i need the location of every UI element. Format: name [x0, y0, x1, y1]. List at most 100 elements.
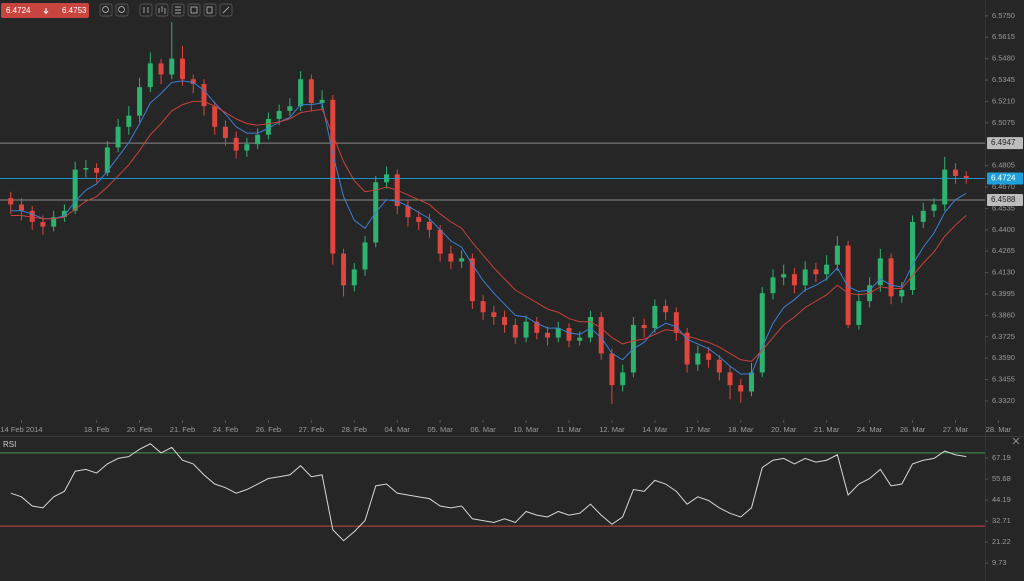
- candle-body: [491, 312, 497, 317]
- candle-body: [738, 385, 744, 392]
- y-tick-label: 6.4670: [992, 182, 1015, 191]
- candle-body: [459, 258, 465, 262]
- close-indicator-button[interactable]: [1012, 437, 1020, 445]
- draw-button[interactable]: [219, 3, 233, 17]
- candle-body: [341, 253, 347, 286]
- candle-body: [8, 198, 14, 205]
- quote-box[interactable]: [1, 3, 89, 18]
- x-tick-label: 18. Feb: [84, 425, 109, 434]
- zoom-out-icon: [102, 6, 109, 13]
- candle-body: [834, 245, 840, 265]
- candle-body: [287, 106, 293, 111]
- candle-body: [791, 274, 797, 286]
- x-tick-label: 17. Mar: [685, 425, 711, 434]
- period-icon: [143, 7, 149, 13]
- zoom-out-button[interactable]: [99, 3, 113, 17]
- last-price-box: [987, 172, 1023, 185]
- candle-body: [18, 204, 24, 211]
- candle-body: [845, 245, 851, 325]
- x-tick-label: 04. Mar: [385, 425, 411, 434]
- x-tick-label: 18. Mar: [728, 425, 754, 434]
- candle-body: [405, 206, 411, 218]
- y-tick-label: 6.5480: [992, 54, 1015, 63]
- candle-body: [469, 258, 475, 302]
- level-label: 6.4947: [991, 138, 1016, 147]
- y-tick-label: 44.19: [992, 495, 1011, 504]
- x-tick-label: 28. Feb: [342, 425, 367, 434]
- rsi-line: [10, 443, 967, 542]
- candle-body: [416, 217, 422, 222]
- x-tick-label: 21. Mar: [814, 425, 840, 434]
- toolbar: 6.4724 6.4753: [1, 3, 233, 18]
- y-tick-label: 6.3455: [992, 375, 1015, 384]
- templates-button[interactable]: [187, 3, 201, 17]
- x-tick-label: 20. Feb: [127, 425, 152, 434]
- candle-body: [598, 316, 604, 354]
- candle-body: [351, 269, 357, 286]
- candle-body: [963, 175, 969, 179]
- candle-body: [770, 277, 776, 294]
- candle-body: [61, 210, 67, 218]
- candle-body: [502, 316, 508, 325]
- y-tick-label: 6.5750: [992, 11, 1015, 20]
- y-tick-label: 6.3995: [992, 289, 1015, 298]
- period-button[interactable]: [139, 3, 153, 17]
- candle-body: [276, 110, 282, 119]
- last-price-label: 6.4724: [991, 174, 1016, 183]
- x-tick-label: 27. Mar: [943, 425, 969, 434]
- zoom-in-button[interactable]: [115, 3, 129, 17]
- chart-type-button[interactable]: [155, 3, 169, 17]
- candle-body: [748, 372, 754, 392]
- moving-average-line: [10, 80, 967, 375]
- candle-body: [545, 332, 551, 338]
- candle-body: [663, 305, 669, 313]
- candle-body: [802, 269, 808, 286]
- candle-body: [587, 316, 593, 338]
- candle-body: [115, 126, 121, 148]
- x-tick-label: 06. Mar: [470, 425, 496, 434]
- candle-body: [555, 328, 561, 338]
- y-tick-label: 9.73: [992, 558, 1007, 567]
- candle-body: [147, 63, 153, 88]
- candle-body: [931, 204, 937, 211]
- indicators-button[interactable]: [171, 3, 185, 17]
- y-tick-label: 6.5615: [992, 32, 1015, 41]
- zoom-in-icon: [118, 6, 125, 13]
- candle-body: [51, 217, 57, 227]
- ask-price: 6.4753: [62, 6, 87, 15]
- y-tick-label: 6.5075: [992, 118, 1015, 127]
- candle-body: [126, 115, 132, 127]
- y-tick-label: 6.4535: [992, 203, 1015, 212]
- x-tick-label: 11. Mar: [557, 425, 582, 434]
- candle-body: [212, 106, 218, 127]
- candle-body: [308, 79, 314, 104]
- candle-body: [856, 301, 862, 325]
- candle-body: [652, 305, 658, 329]
- candle-body: [222, 126, 228, 138]
- candle-body: [910, 221, 916, 291]
- candle-body: [673, 312, 679, 333]
- candle-body: [480, 301, 486, 313]
- y-tick-label: 67.19: [992, 453, 1011, 462]
- y-tick-label: 6.3590: [992, 353, 1015, 362]
- y-tick-label: 6.3860: [992, 310, 1015, 319]
- candle-body: [920, 210, 926, 222]
- candle-body: [29, 210, 35, 222]
- indicator-title: RSI: [3, 440, 16, 449]
- x-tick-label: 12. Mar: [599, 425, 625, 434]
- candle-body: [620, 372, 626, 386]
- copy-button[interactable]: [203, 3, 217, 17]
- candle-body: [137, 87, 143, 116]
- candle-body: [824, 264, 830, 275]
- x-tick-label: 14. Mar: [642, 425, 668, 434]
- candle-body: [244, 144, 250, 151]
- candle-body: [523, 321, 529, 338]
- y-tick-label: 6.4400: [992, 225, 1015, 234]
- candle-body: [684, 332, 690, 365]
- y-tick-label: 21.22: [992, 537, 1011, 546]
- candle-body: [158, 63, 164, 75]
- level-label: 6.4588: [991, 195, 1016, 204]
- x-tick-label: 20. Mar: [771, 425, 797, 434]
